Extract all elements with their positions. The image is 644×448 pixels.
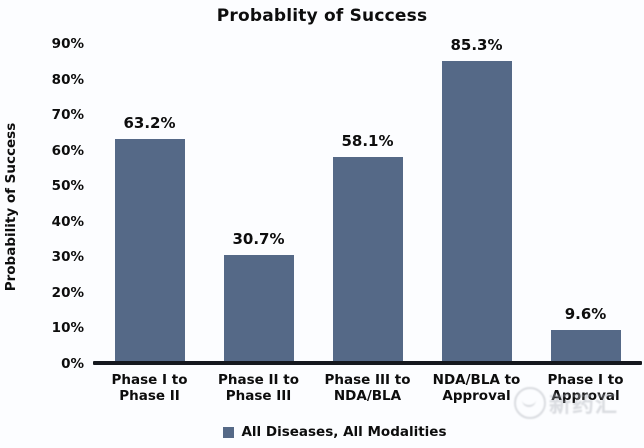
x-tick-label: Phase II to Phase III (218, 372, 299, 404)
legend: All Diseases, All Modalities (0, 421, 644, 443)
x-axis-line (93, 361, 642, 365)
y-tick-label: 30% (51, 249, 84, 266)
bar-value-label: 58.1% (341, 132, 394, 151)
chart-title: Probablity of Success (216, 6, 428, 26)
plot-area: 63.2% 30.7% 58.1% 85.3% 9.6% (95, 35, 640, 364)
y-tick-label: 60% (51, 142, 84, 159)
bar-value-label: 30.7% (232, 229, 285, 248)
y-tick-label: 0% (61, 356, 84, 372)
bar-value-label: 85.3% (450, 35, 503, 54)
legend-label: All Diseases, All Modalities (241, 424, 447, 440)
bar-5 (550, 329, 621, 364)
x-tick-label: Phase III to NDA/BLA (324, 372, 411, 404)
y-tick-label: 70% (51, 107, 84, 124)
y-tick-label: 40% (51, 213, 84, 230)
legend-marker-icon (223, 426, 235, 438)
bar-value-label: 9.6% (564, 304, 607, 323)
bar-4 (441, 60, 512, 364)
y-axis-tick-labels: 0% 10% 20% 30% 40% 50% 60% 70% 80% 90% (0, 35, 84, 372)
y-tick-label: 80% (51, 71, 84, 88)
bar-value-label: 63.2% (123, 114, 176, 133)
x-tick-label: NDA/BLA to Approval (432, 372, 521, 404)
x-axis-tick-labels: Phase I to Phase II Phase II to Phase III… (95, 372, 640, 408)
x-tick-label: Phase I to Approval (547, 372, 624, 404)
y-tick-label: 50% (51, 178, 84, 195)
bar-1 (114, 139, 185, 364)
y-tick-label: 20% (51, 284, 84, 301)
x-tick-label: Phase I to Phase II (111, 372, 188, 404)
y-tick-label: 10% (51, 320, 84, 337)
bar-2 (223, 254, 294, 364)
y-tick-label: 90% (51, 36, 84, 52)
bar-3 (332, 157, 403, 364)
